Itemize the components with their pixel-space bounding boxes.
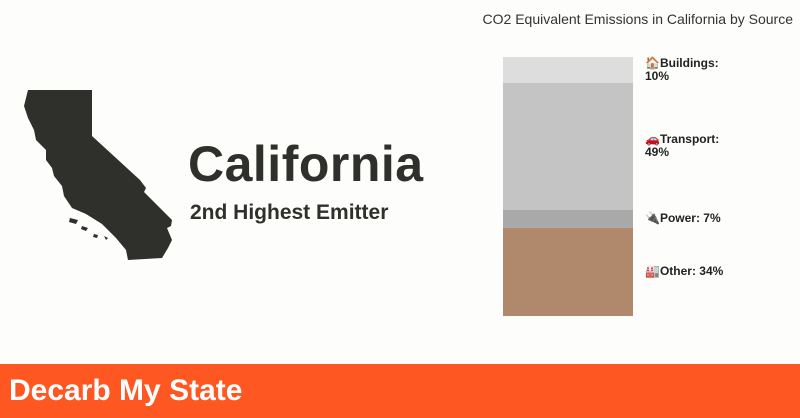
factory-icon: 🏭 [645, 264, 660, 279]
segment-label-power: 🔌Power: 7% [645, 212, 735, 225]
california-map-icon [24, 90, 172, 260]
segment-label-text: Transport: 49% [645, 132, 720, 160]
segment-label-text: Other: 34% [659, 264, 724, 279]
segment-label-text: Power: 7% [659, 211, 721, 226]
bar-segment-other [503, 227, 633, 316]
car-icon: 🚗 [645, 132, 660, 147]
segment-label-transport: 🚗Transport: 49% [645, 133, 735, 159]
segment-label-buildings: 🏠Buildings: 10% [645, 55, 735, 83]
plug-icon: 🔌 [645, 211, 660, 226]
footer-title: Decarb My State [9, 374, 243, 407]
segment-label-text: Buildings: 10% [645, 55, 719, 83]
footer-bar: Decarb My State [0, 364, 800, 418]
segment-label-other: 🏭Other: 34% [645, 265, 735, 278]
bar-segment-transport [503, 82, 633, 210]
chart-title: CO2 Equivalent Emissions in California b… [482, 11, 793, 27]
house-icon: 🏠 [645, 55, 660, 70]
bar-segment-power [503, 209, 633, 228]
bar-segment-buildings [503, 57, 633, 83]
state-rank-subtitle: 2nd Highest Emitter [190, 201, 389, 224]
state-name: California [188, 136, 424, 192]
